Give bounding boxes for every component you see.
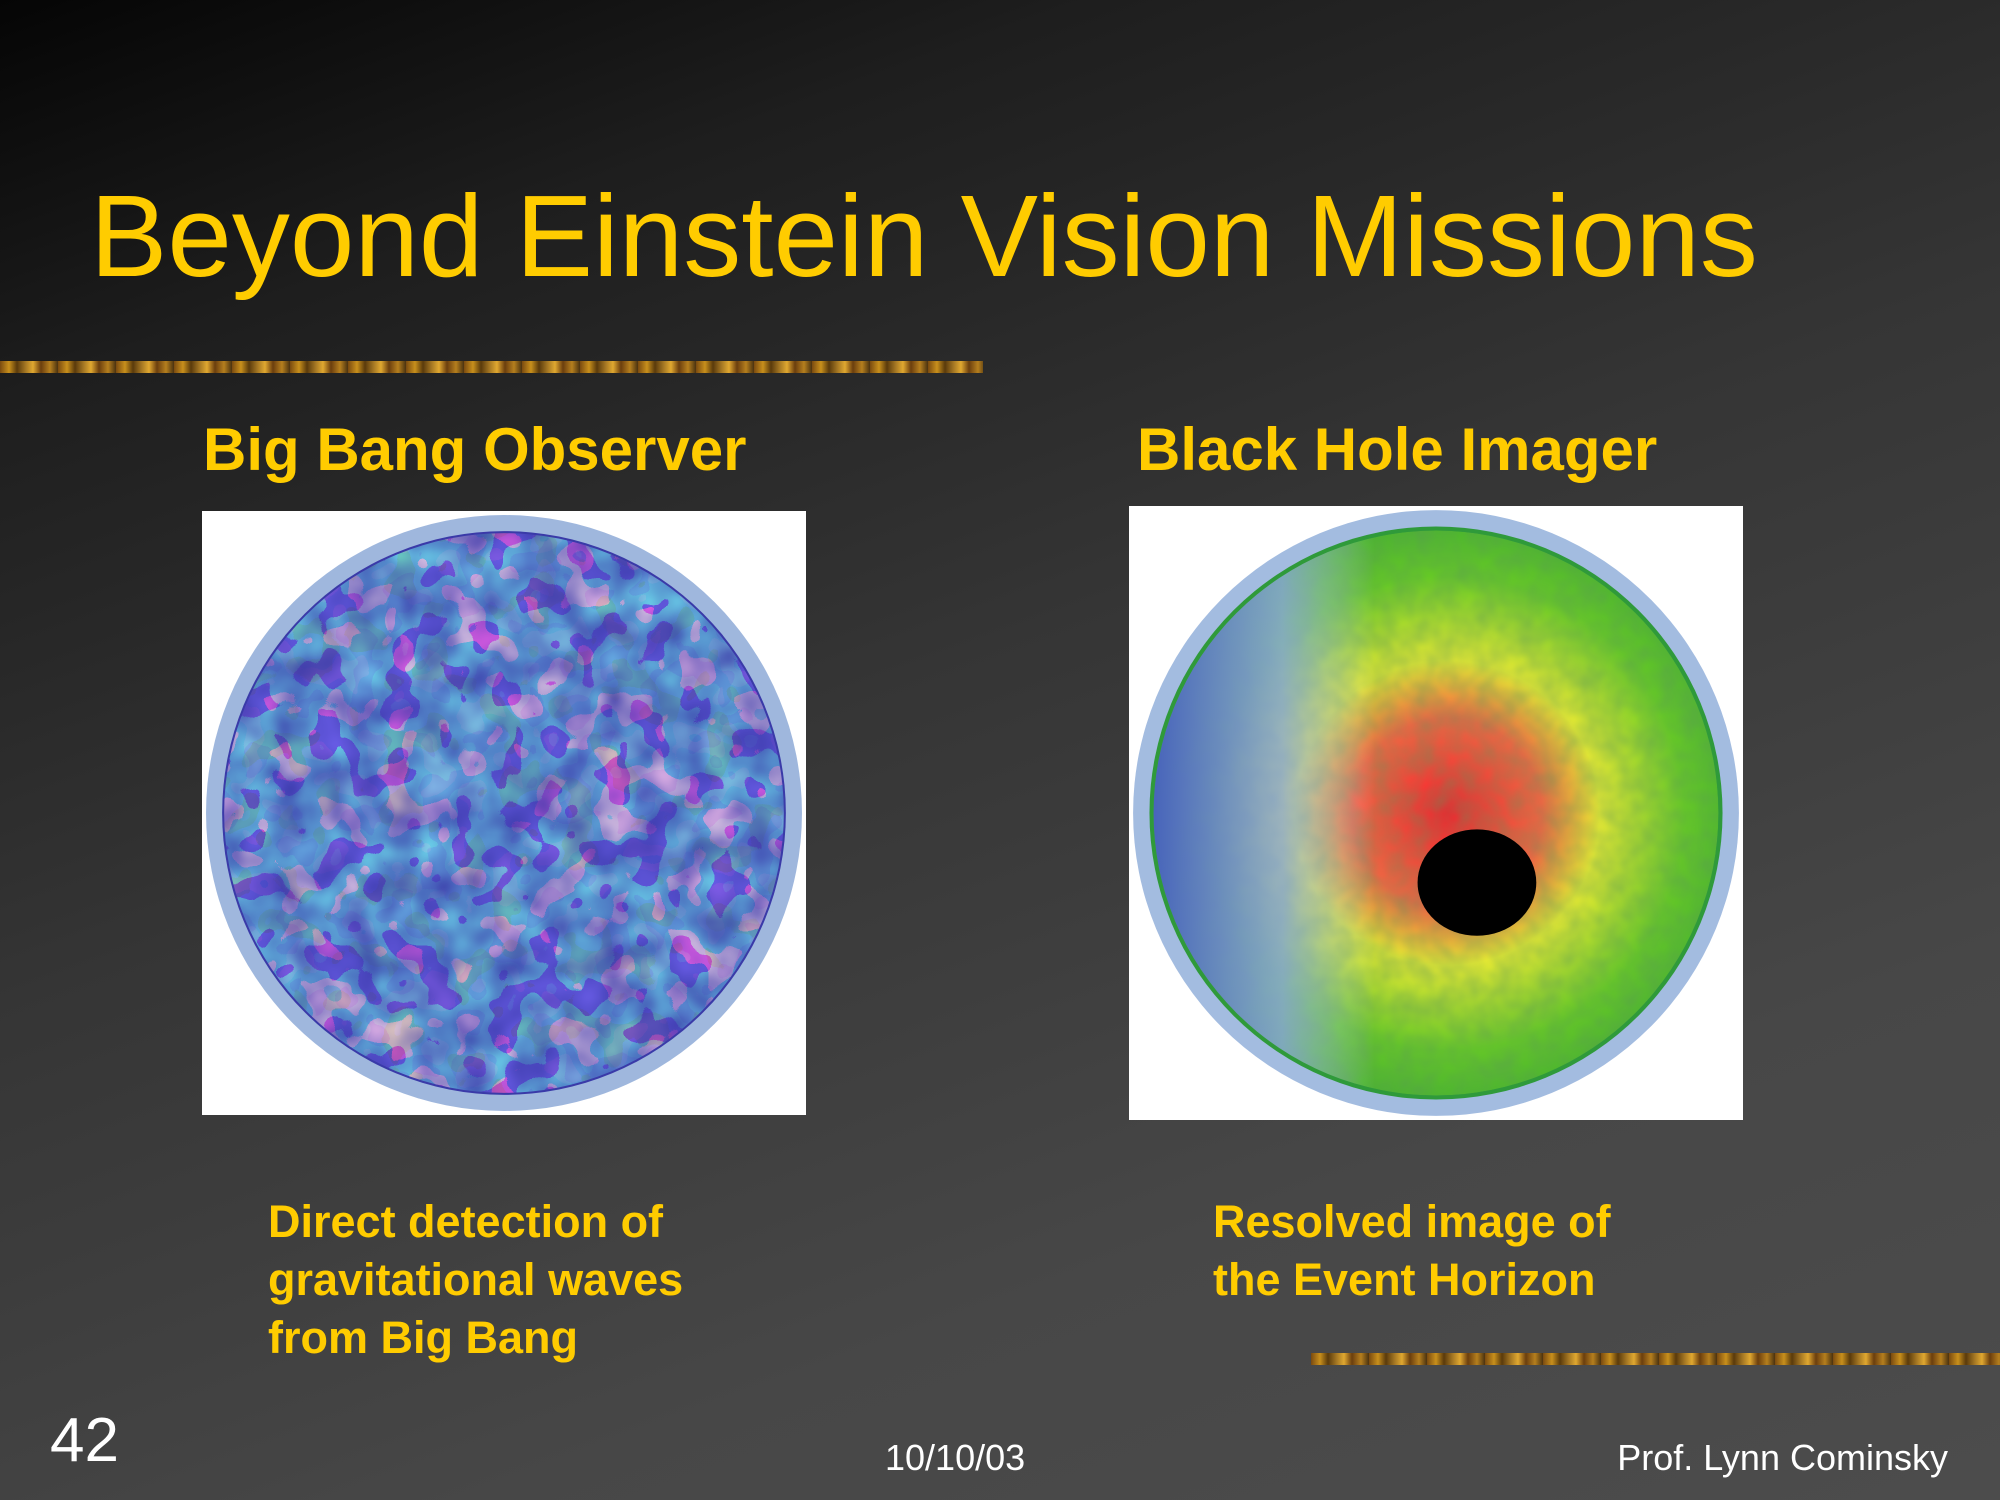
decorative-rule-top [0, 361, 983, 373]
footer-date: 10/10/03 [885, 1437, 1026, 1478]
slide-title: Beyond Einstein Vision Missions [90, 171, 1758, 301]
gravitational-wave-map-icon [206, 515, 802, 1111]
caption-line: Resolved image of [1213, 1196, 1611, 1247]
caption-black-hole-imager: Resolved image of the Event Horizon [1213, 1193, 1713, 1309]
decorative-rule-bottom [1311, 1353, 2000, 1365]
caption-line: gravitational waves [268, 1254, 684, 1305]
heading-big-bang-observer: Big Bang Observer [203, 416, 747, 483]
slide-number: 42 [50, 1406, 119, 1475]
black-hole-icon [1133, 510, 1739, 1116]
footer-author: Prof. Lynn Cominsky [1617, 1437, 1948, 1478]
caption-line: from Big Bang [268, 1312, 578, 1363]
black-hole-image [1129, 506, 1743, 1120]
caption-line: Direct detection of [268, 1196, 664, 1247]
caption-line: the Event Horizon [1213, 1254, 1596, 1305]
heading-black-hole-imager: Black Hole Imager [1137, 416, 1658, 483]
gravitational-wave-map-image [202, 511, 806, 1115]
caption-big-bang-observer: Direct detection of gravitational waves … [268, 1193, 788, 1367]
